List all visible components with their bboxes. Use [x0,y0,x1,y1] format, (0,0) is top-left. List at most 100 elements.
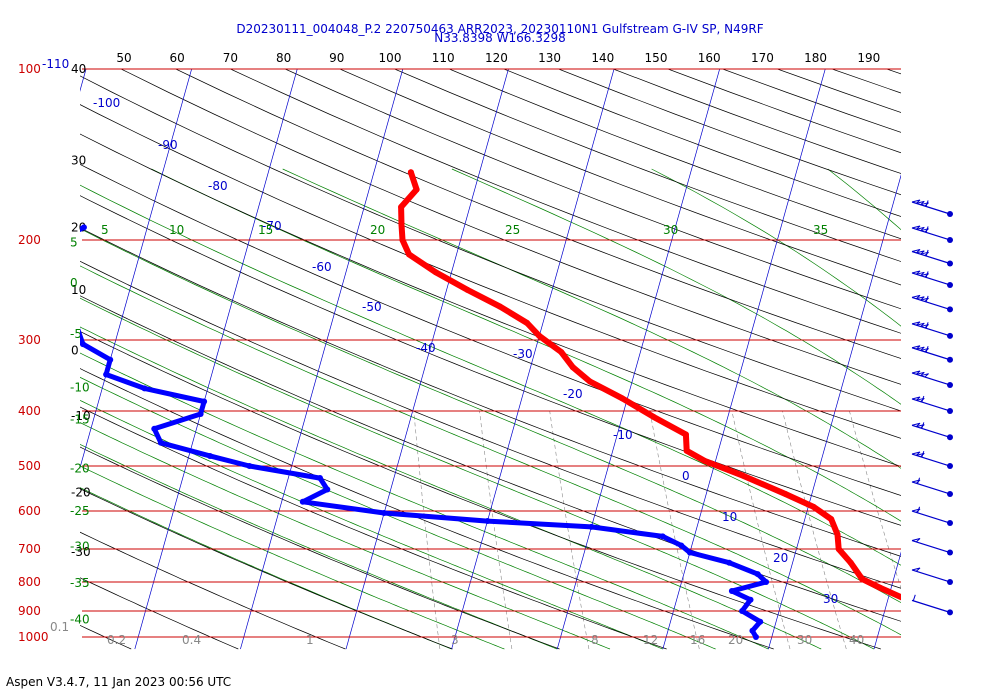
dry-adiabat-line [175,69,901,359]
temperature-point [413,186,420,193]
dry-adiabat-line [80,227,901,557]
mixing-ratio-line [649,410,700,650]
chart-title: D20230111_004048_P.2 220750463 ARR2023, … [236,22,764,36]
dewpoint-point [69,306,75,312]
mixing-ratio-line [479,410,513,650]
top-axis-label: 140 [591,51,614,65]
dry-adiabat-label: 10 [71,283,86,297]
moist-adiabat-top-label: 20 [370,223,385,237]
software-version-footer: Aspen V3.4.7, 11 Jan 2023 00:56 UTC [6,675,232,689]
dry-adiabat-label: -30 [71,545,91,559]
dewpoint-point [151,425,158,432]
pressure-label: 700 [18,542,41,556]
isotherm-label: -10 [613,428,633,442]
isotherm-line [662,69,826,650]
temperature-point [946,624,952,630]
isotherm-label: -100 [93,96,120,110]
isotherm-line [556,69,721,650]
isotherm-line [451,69,615,650]
isotherm-line [345,69,509,650]
dewpoint-point [324,486,331,493]
isotherm-line [240,69,404,650]
isotherm-line [768,174,901,650]
dewpoint-point [757,618,764,625]
isotherm-label: -80 [208,179,228,193]
dry-adiabat-line [667,69,901,154]
mixing-ratio-label: 0.2 [107,633,126,647]
moist-adiabat-label: 0 [70,276,78,290]
dry-adiabat-line [557,69,901,196]
isotherm-label: 0 [682,469,690,483]
temperature-profile-line [398,169,901,601]
corner-label: 0.1 [50,620,69,634]
temperature-point [877,585,884,592]
moist-adiabat-top-label: 35 [813,223,828,237]
moist-adiabat-label: -10 [70,381,90,395]
mixing-ratio-label: 12 [643,633,658,647]
wind-barb [911,395,953,414]
temperature-point [524,319,531,326]
isotherms [80,69,901,650]
dry-adiabat-label: 40 [71,62,86,76]
moist-adiabat-label: -20 [70,461,90,475]
pressure-label: 200 [18,233,41,247]
wind-barb [911,370,953,388]
dewpoint-point [747,596,754,603]
temperature-point [782,490,789,497]
temperature-point [432,269,439,276]
dewpoint-point [726,559,733,566]
pressure-label: 300 [18,333,41,347]
dewpoint-point [58,287,64,293]
isotherm-line [80,69,193,470]
mixing-ratio-line [731,410,791,650]
dewpoint-point [749,627,756,634]
top-axis-label: 70 [223,51,238,65]
mixing-ratio-label: 1 [306,633,314,647]
dewpoint-point [157,439,164,446]
top-axis-label: 190 [857,51,880,65]
dewpoint-point [80,341,86,348]
dry-adiabat-line [80,133,901,467]
wind-barb [911,477,953,497]
pressure-label: 800 [18,575,41,589]
moist-adiabat-top-label: 10 [169,223,184,237]
isotherm-label: -30 [513,347,533,361]
mixing-ratio-label: 16 [690,633,705,647]
mixing-ratio-label: 20 [728,633,743,647]
temperature-point [847,559,854,566]
top-axis-label: 120 [485,51,508,65]
top-axis-label: 60 [170,51,185,65]
dry-adiabat-line [448,69,901,240]
dry-adiabat-line [80,295,901,622]
mixing-ratio-lines [413,410,901,650]
moist-adiabat-line [80,487,452,650]
dewpoint-point [316,475,323,482]
dewpoint-point [141,385,148,392]
isotherm-label: 30 [823,592,838,606]
temperature-point [398,221,405,228]
dewpoint-point [80,326,81,328]
temperature-point [569,364,576,371]
top-axis-label: 160 [698,51,721,65]
moist-adiabat-line [80,297,875,650]
moist-adiabat-label: -25 [70,504,90,518]
top-axis-label: 50 [116,51,131,65]
dry-adiabat-label: -20 [71,486,91,500]
dewpoint-point [59,266,65,272]
dewpoint-point [246,463,253,470]
dewpoint-point [201,398,208,405]
dry-adiabat-line [229,69,901,334]
dewpoint-point [197,411,204,418]
isotherm-label: -40 [416,341,436,355]
dewpoint-point [103,371,110,378]
mixing-ratio-label: 40 [849,633,864,647]
dewpoint-point [659,533,666,540]
dry-adiabat-line [80,104,901,439]
dewpoint-point [686,549,693,556]
dry-adiabat-line [80,195,901,526]
isotherm-label: 20 [773,551,788,565]
pressure-label: 900 [18,604,41,618]
temperature-point [536,332,543,339]
temperature-point [619,395,626,402]
temperature-point [683,447,690,454]
